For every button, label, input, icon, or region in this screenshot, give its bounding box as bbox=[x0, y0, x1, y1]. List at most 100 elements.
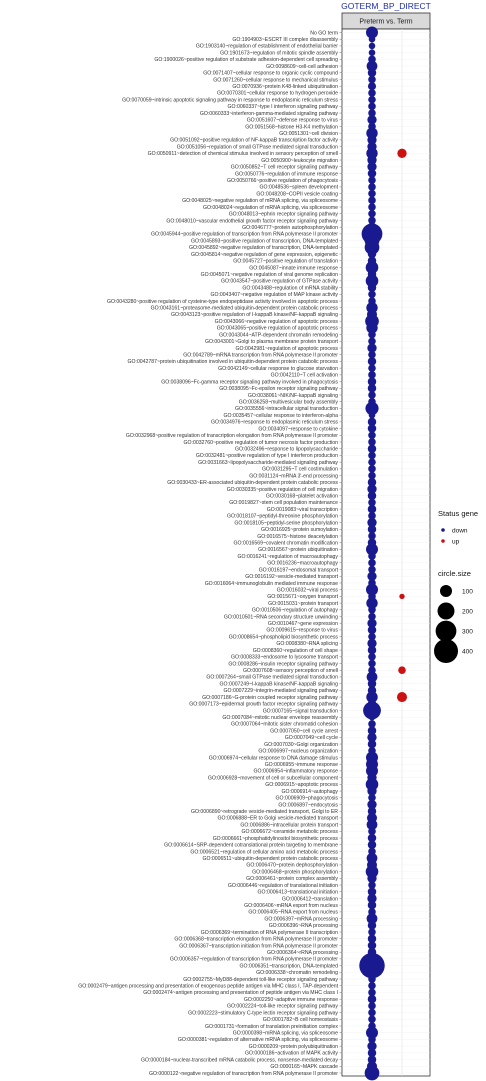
y-tick-label: GO:0045893~positive regulation of transc… bbox=[191, 238, 338, 244]
y-tick-label: GO:0031295~T cell costimulation bbox=[262, 467, 338, 473]
point-down bbox=[368, 438, 376, 446]
point-down bbox=[367, 638, 377, 649]
point-down bbox=[368, 189, 376, 198]
y-tick-label: GO:0016569~covalent chromatin modificati… bbox=[234, 540, 339, 546]
y-tick-label: GO:0015671~oxygen transport bbox=[267, 594, 338, 600]
y-tick-label: GO:0019083~viral transcription bbox=[267, 507, 338, 513]
point-up bbox=[398, 666, 406, 675]
point-down bbox=[367, 840, 377, 850]
y-tick-label: GO:0000122~negative regulation of transc… bbox=[149, 1071, 338, 1077]
y-tick-label: GO:0006396~RNA processing bbox=[269, 923, 338, 929]
y-tick-label: GO:0007173~epidermal growth factor recep… bbox=[189, 702, 338, 708]
point-down bbox=[368, 659, 376, 668]
legend-size-label: 100 bbox=[462, 588, 473, 595]
y-tick-label: GO:0007608~sensory perception of smell bbox=[243, 668, 338, 674]
legend-status-gene: Status gene down up bbox=[438, 509, 478, 545]
y-tick-label: GO:0001731~formation of translation prei… bbox=[205, 1024, 338, 1030]
y-tick-label: GO:0032968~positive regulation of transc… bbox=[126, 433, 338, 439]
point-down bbox=[366, 1026, 378, 1039]
point-down bbox=[366, 913, 378, 924]
y-tick-label: GO:0018107~peptidyl-threonine phosphoryl… bbox=[227, 514, 338, 520]
y-tick-label: GO:0019827~stem cell population maintena… bbox=[229, 500, 338, 506]
point-down bbox=[367, 968, 377, 977]
y-tick-label: GO:0030168~platelet activation bbox=[266, 493, 338, 499]
point-down bbox=[368, 337, 376, 346]
point-down bbox=[368, 89, 376, 97]
y-tick-label: GO:0006955~immune response bbox=[265, 762, 338, 768]
y-tick-label: GO:0006954~inflammatory response bbox=[254, 769, 339, 775]
y-tick-label: GO:0008333~endosome to lysosome transpor… bbox=[231, 655, 339, 661]
point-down bbox=[368, 102, 376, 111]
point-down bbox=[367, 739, 377, 749]
legend-label-up: up bbox=[452, 538, 460, 545]
y-tick-label: GO:0010506~regulation of autophagy bbox=[252, 608, 339, 614]
y-tick-label: GO:0060333~interferon-gamma-mediated sig… bbox=[200, 111, 339, 117]
point-down bbox=[368, 552, 376, 560]
point-down bbox=[368, 411, 376, 419]
y-tick-label: GO:0043001~Golgi to plasma membrane prot… bbox=[205, 339, 339, 345]
legend-key-down bbox=[441, 528, 445, 532]
y-tick-label: GO:0006412~translation bbox=[282, 896, 338, 902]
point-down bbox=[366, 671, 378, 683]
y-tick-label: GO:0007229~integrin-mediated signaling p… bbox=[224, 688, 339, 694]
point-down bbox=[366, 147, 378, 160]
y-tick-label: GO:0030433~ER-associated ubiquitin-depen… bbox=[167, 480, 338, 486]
legend-status-title: Status gene bbox=[438, 509, 478, 518]
y-tick-label: GO:0048013~ephrin receptor signaling pat… bbox=[229, 212, 339, 218]
point-down bbox=[367, 726, 377, 735]
point-down bbox=[368, 431, 376, 440]
y-tick-label: GO:0042981~regulation of apoptotic proce… bbox=[236, 346, 339, 352]
y-tick-label: GO:0016032~viral process bbox=[277, 587, 339, 593]
y-tick-label: GO:0006521~regulation of cellular amino … bbox=[190, 849, 338, 855]
y-tick-label: GO:0016236~macroautophagy bbox=[267, 561, 338, 567]
y-tick-label: No GO term bbox=[310, 30, 338, 36]
y-tick-label: GO:0002223~stimulatory C-type lectin rec… bbox=[188, 1010, 338, 1016]
point-down bbox=[367, 941, 377, 950]
y-tick-label: GO:0007264~small GTPase mediated signal … bbox=[206, 675, 338, 681]
point-down bbox=[366, 60, 378, 72]
y-tick-label: GO:0048010~vascular endothelial growth f… bbox=[166, 218, 338, 224]
y-tick-label: GO:0008360~regulation of cell shape bbox=[253, 648, 338, 654]
y-tick-label: GO:0042789~mRNA transcription from RNA p… bbox=[183, 353, 338, 359]
y-tick-label: GO:0051607~defense response to virus bbox=[247, 118, 339, 124]
point-down bbox=[368, 632, 376, 641]
point-down bbox=[367, 68, 377, 78]
point-down bbox=[367, 478, 377, 487]
y-tick-label: GO:0006897~endocytosis bbox=[278, 802, 338, 808]
point-down bbox=[367, 377, 377, 386]
y-tick-label: GO:0035457~cellular response to interfer… bbox=[224, 413, 339, 419]
point-down bbox=[367, 115, 377, 125]
y-tick-label: GO:0006338~chromatin remodeling bbox=[256, 970, 338, 976]
point-down bbox=[368, 350, 376, 359]
y-tick-label: GO:0006461~protein complex assembly bbox=[246, 876, 338, 882]
y-tick-label: GO:0006890~retrograde vesicle-mediated t… bbox=[191, 809, 338, 815]
point-down bbox=[367, 806, 377, 816]
y-tick-label: GO:0042110~T cell activation bbox=[271, 373, 339, 379]
point-down bbox=[366, 543, 378, 556]
y-tick-label: GO:0016925~protein sumoylation bbox=[261, 527, 338, 533]
point-down bbox=[367, 162, 377, 172]
point-down bbox=[365, 401, 379, 415]
y-tick-label: GO:0016241~regulation of macroautophagy bbox=[238, 554, 339, 560]
y-tick-label: GO:0045071~negative regulation of viral … bbox=[201, 272, 338, 278]
y-tick-label: GO:0002755~MyD88-dependent toll-like rec… bbox=[183, 977, 338, 983]
legend-size-key bbox=[440, 585, 452, 597]
point-down bbox=[365, 778, 379, 791]
point-down bbox=[365, 274, 379, 288]
y-tick-label: GO:0050911~detection of chemical stimulu… bbox=[148, 151, 338, 157]
y-tick-label: GO:0018105~peptidyl-serine phosphorylati… bbox=[234, 520, 338, 526]
y-tick-label: GO:0000381~regulation of alternative mRN… bbox=[178, 1037, 338, 1043]
y-tick-label: GO:0048025~negative regulation of mRNA s… bbox=[182, 198, 338, 204]
point-down bbox=[367, 504, 377, 514]
point-down bbox=[366, 691, 378, 703]
y-tick-label: GO:0015031~protein transport bbox=[268, 601, 338, 607]
y-tick-label: GO:0034097~response to cytokine bbox=[258, 426, 338, 432]
y-tick-label: GO:0010467~gene expression bbox=[268, 621, 338, 627]
point-down bbox=[368, 975, 376, 983]
point-down bbox=[368, 465, 376, 473]
y-tick-label: GO:0007049~cell cycle bbox=[285, 735, 338, 741]
y-tick-label: GO:1900026~positive regulation of substr… bbox=[154, 57, 338, 63]
y-tick-label: GO:0050900~leukocyte migration bbox=[261, 158, 338, 164]
point-up bbox=[399, 593, 405, 600]
y-tick-label: GO:0098609~cell-cell adhesion bbox=[266, 64, 338, 70]
